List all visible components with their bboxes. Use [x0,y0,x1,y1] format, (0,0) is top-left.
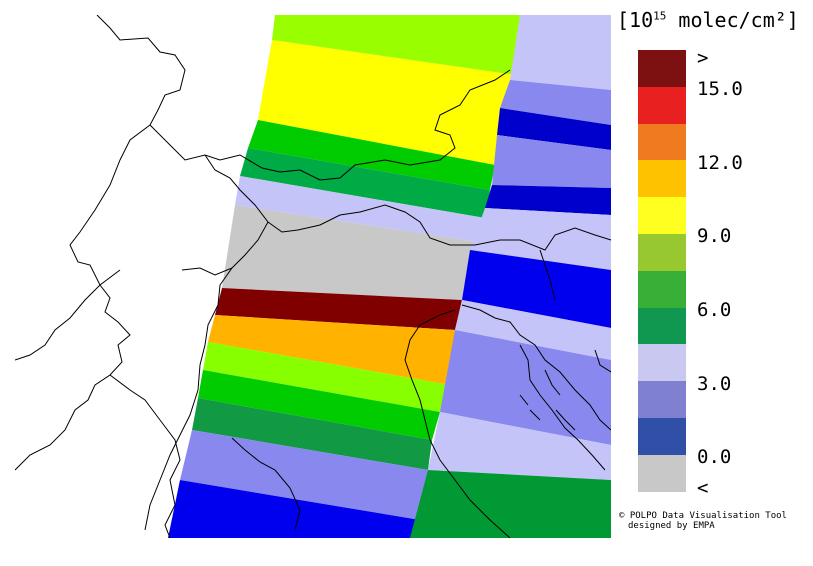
swath-band [455,300,611,360]
swath-band [168,480,420,538]
swath-band [203,342,450,412]
swath-band [248,120,495,190]
country-borders [15,15,611,538]
swath-band [410,470,611,538]
legend-swatch [638,270,686,308]
legend-swatch [638,454,686,492]
legend-tick-lt: < [697,477,709,499]
swath-band [497,108,611,150]
legend-swatch [638,307,686,345]
swath-band [240,148,490,218]
legend-swatch [638,197,686,235]
credit-line-1: © POLPO Data Visualisation Tool [619,511,787,521]
satellite-swaths [168,15,611,538]
legend-swatch [638,86,686,124]
swath-band [180,430,428,520]
swath-band [208,315,455,385]
legend-tick-gt: > [697,47,709,69]
swath-band [192,398,432,470]
swath-band [510,15,611,90]
legend-tick-9: 9.0 [697,225,732,247]
swath-band [272,15,520,75]
legend-unit-title: [1015 molec/cm²] [617,8,799,32]
legend-tick-0: 0.0 [697,446,732,468]
credit-line-2: designed by EMPA [628,521,715,531]
legend-swatch [638,344,686,382]
legend-swatch [638,381,686,419]
swath-band [462,250,611,328]
swath-band [485,185,611,215]
credit-text: © POLPO Data Visualisation Tool designed … [619,511,787,531]
legend-tick-15: 15.0 [697,78,743,100]
legend-swatch [638,50,686,87]
swath-band [258,40,515,165]
legend-tick-12: 12.0 [697,152,743,174]
legend-tick-6: 6.0 [697,299,732,321]
swath-band [470,208,611,270]
legend-swatch [638,160,686,198]
legend-tick-3: 3.0 [697,373,732,395]
swath-band [215,288,462,330]
legend-swatch [638,418,686,455]
legend-swatch [638,234,686,271]
swath-band [500,80,611,125]
legend-swatch [638,123,686,161]
swath-band [222,205,478,300]
swath-band [428,412,611,480]
swath-band [440,330,611,445]
swath-band [198,370,440,440]
swath-band [492,135,611,188]
